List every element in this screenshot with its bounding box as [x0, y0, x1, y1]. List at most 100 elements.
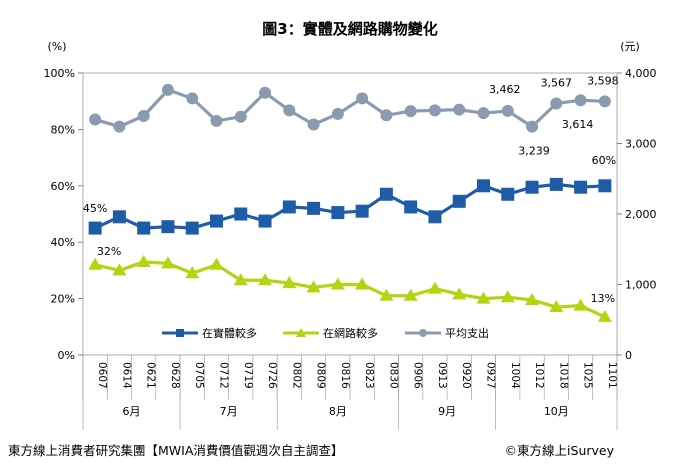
- x-tick-label: 0628: [169, 362, 181, 389]
- data-label: 3,614: [562, 118, 594, 131]
- online-point: [573, 298, 588, 311]
- physical-line: [94, 182, 605, 230]
- x-tick-label: 0719: [242, 362, 254, 389]
- avg-spending-point: [161, 83, 174, 96]
- avg-spending-point: [331, 107, 344, 120]
- legend-marker-avg-spending: [419, 329, 427, 337]
- physical-point: [428, 210, 442, 224]
- x-tick-label: 0726: [266, 362, 278, 389]
- online-point: [500, 290, 515, 303]
- physical-point: [88, 221, 102, 235]
- x-tick-label: 0906: [412, 362, 424, 389]
- online-point: [233, 273, 248, 286]
- physical-point: [282, 200, 296, 214]
- plot-frame: [82, 72, 618, 356]
- month-label: 10月: [544, 405, 569, 418]
- online-point: [160, 256, 175, 269]
- avg-spending-point: [574, 94, 587, 107]
- online-point: [403, 288, 418, 301]
- avg-spending-point: [307, 118, 320, 131]
- online-point: [330, 277, 345, 290]
- x-tick-label: 0830: [387, 362, 399, 389]
- data-label: 3,239: [518, 145, 550, 158]
- avg-spending-point: [550, 97, 563, 110]
- physical-point: [501, 187, 515, 201]
- month-label: 7月: [220, 405, 238, 418]
- avg-spending-point: [453, 103, 466, 116]
- data-label: 13%: [591, 292, 615, 305]
- avg-spending-point: [186, 92, 199, 105]
- avg-spending-point: [428, 104, 441, 117]
- x-tick-label: 0927: [485, 362, 497, 389]
- online-point: [597, 309, 612, 322]
- physical-point: [307, 201, 321, 215]
- physical-point: [137, 221, 151, 235]
- online-point: [88, 257, 103, 270]
- physical-point: [574, 180, 588, 194]
- legend-marker-physical: [176, 329, 184, 337]
- avg-spending-point: [283, 104, 296, 117]
- data-label: 32%: [97, 245, 121, 258]
- y-right-tick-label: 0: [625, 349, 632, 362]
- physical-point: [161, 220, 175, 234]
- physical-point: [185, 221, 199, 235]
- chart-title: 圖3：實體及網路購物變化: [262, 20, 438, 38]
- avg-spending-point: [477, 107, 490, 120]
- online-point: [136, 254, 151, 267]
- x-tick-label: 0802: [290, 362, 302, 389]
- online-point: [379, 288, 394, 301]
- physical-point: [258, 214, 272, 228]
- data-label: 3,598: [587, 74, 619, 87]
- online-point: [185, 266, 200, 279]
- x-tick-label: 1004: [509, 362, 521, 389]
- avg-spending-point: [210, 114, 223, 127]
- avg-spending-point: [380, 109, 393, 122]
- x-tick-label: 0823: [363, 362, 375, 389]
- physical-point: [549, 177, 563, 191]
- online-point: [427, 281, 442, 294]
- avg-spending-point: [113, 120, 126, 133]
- x-tick-label: 0614: [120, 362, 132, 389]
- footer-copyright: ©東方線上iSurvey: [504, 443, 614, 458]
- y-left-tick-label: 80%: [51, 123, 75, 136]
- legend-label-online: 在網路較多: [323, 326, 378, 340]
- x-tick-label: 0705: [193, 362, 205, 389]
- physical-point: [331, 206, 345, 220]
- avg-spending-point: [526, 120, 539, 133]
- x-tick-label: 1025: [582, 362, 594, 389]
- physical-point: [379, 187, 393, 201]
- physical-point: [525, 180, 539, 194]
- physical-point: [452, 194, 466, 208]
- month-label: 8月: [329, 405, 347, 418]
- y-left-tick-label: 60%: [51, 180, 75, 193]
- physical-point: [404, 200, 418, 214]
- y-right-tick-label: 1,000: [625, 279, 657, 292]
- month-label: 6月: [123, 405, 141, 418]
- legend-marker-online: [296, 328, 306, 337]
- physical-point: [477, 179, 490, 193]
- online-line: [94, 260, 606, 319]
- online-point: [209, 257, 224, 270]
- footer-source: 東方線上消費者研究集團【MWIA消費價值觀週次自主調查】: [8, 443, 344, 458]
- online-point: [549, 300, 564, 313]
- y-left-tick-label: 0%: [58, 349, 75, 362]
- y-left-tick-label: 100%: [44, 67, 75, 80]
- physical-point: [210, 214, 223, 228]
- avg-spending-point: [598, 95, 611, 108]
- y-right-tick-label: 2,000: [625, 208, 657, 221]
- y-left-tick-label: 40%: [51, 236, 75, 249]
- x-tick-label: 0913: [436, 362, 448, 389]
- avg-spending-point: [259, 86, 272, 99]
- x-tick-label: 1018: [557, 362, 569, 389]
- avg-spending-line: [94, 88, 605, 129]
- data-label: 3,567: [541, 77, 573, 90]
- x-tick-label: 1012: [533, 362, 545, 389]
- online-point: [525, 293, 540, 306]
- online-point: [282, 276, 297, 289]
- x-tick-label: 0607: [96, 362, 108, 389]
- online-point: [355, 277, 370, 290]
- online-point: [306, 280, 321, 293]
- x-tick-label: 0809: [315, 362, 327, 389]
